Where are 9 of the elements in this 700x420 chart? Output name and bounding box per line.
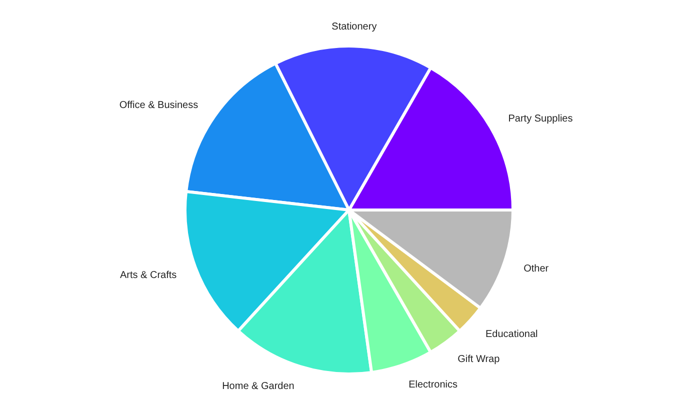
slice-label: Other xyxy=(524,263,550,274)
slice-label: Educational xyxy=(485,328,538,340)
slice-label: Electronics xyxy=(408,380,458,391)
slice-label: Party Supplies xyxy=(508,113,573,124)
slice-label: Gift Wrap xyxy=(458,354,500,366)
slice-label: Home & Garden xyxy=(222,381,294,392)
slice-label: Arts & Crafts xyxy=(120,270,177,281)
slice-label: Stationery xyxy=(332,22,377,33)
slice-label: Office & Business xyxy=(119,100,198,112)
